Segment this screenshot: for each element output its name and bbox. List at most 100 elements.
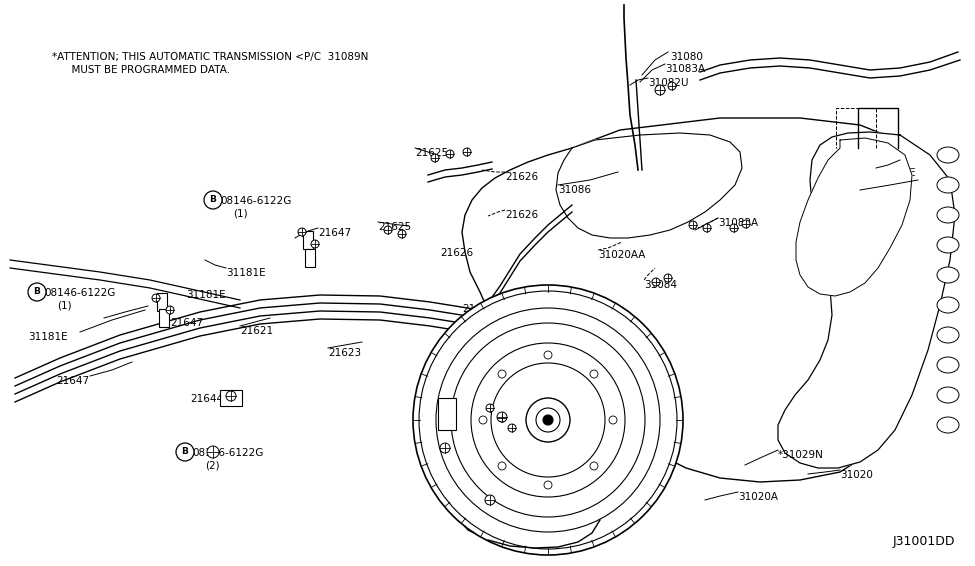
Ellipse shape: [937, 387, 959, 403]
Text: B: B: [33, 288, 40, 297]
Circle shape: [590, 462, 598, 470]
Circle shape: [226, 391, 236, 401]
Text: 31086: 31086: [558, 185, 591, 195]
Circle shape: [451, 323, 645, 517]
Circle shape: [655, 85, 665, 95]
Text: 21623: 21623: [328, 348, 361, 358]
Circle shape: [28, 283, 46, 301]
Text: SEC.233: SEC.233: [432, 388, 476, 398]
Ellipse shape: [419, 291, 677, 549]
Circle shape: [176, 443, 194, 461]
Circle shape: [544, 481, 552, 489]
Text: 21647: 21647: [170, 318, 203, 328]
Polygon shape: [796, 138, 912, 296]
Text: (2): (2): [205, 460, 219, 470]
Text: 31020: 31020: [840, 470, 873, 480]
Circle shape: [436, 308, 660, 532]
Circle shape: [431, 154, 439, 162]
Circle shape: [384, 226, 392, 234]
Text: B: B: [210, 195, 216, 204]
Circle shape: [652, 278, 660, 286]
Text: 08146-6122G: 08146-6122G: [44, 288, 115, 298]
Text: 31009: 31009: [467, 490, 500, 500]
Circle shape: [479, 416, 487, 424]
Circle shape: [742, 220, 750, 228]
Polygon shape: [556, 133, 742, 238]
Text: 21647: 21647: [318, 228, 351, 238]
Circle shape: [446, 150, 454, 158]
Circle shape: [668, 82, 676, 90]
Circle shape: [609, 416, 617, 424]
Circle shape: [491, 363, 605, 477]
Circle shape: [544, 351, 552, 359]
Circle shape: [543, 415, 553, 425]
Text: 21626: 21626: [462, 304, 495, 314]
Text: 21625: 21625: [378, 222, 411, 232]
Bar: [303, 231, 313, 249]
Text: 3109BZ: 3109BZ: [860, 190, 901, 200]
Ellipse shape: [937, 147, 959, 163]
Text: J31001DD: J31001DD: [892, 535, 955, 548]
Circle shape: [497, 412, 507, 422]
Text: 31181E: 31181E: [186, 290, 225, 300]
Text: 31084: 31084: [644, 280, 677, 290]
Ellipse shape: [937, 357, 959, 373]
Ellipse shape: [937, 417, 959, 433]
Ellipse shape: [413, 285, 683, 555]
Text: 21621: 21621: [240, 326, 273, 336]
Bar: [159, 309, 169, 327]
Text: (1): (1): [233, 208, 248, 218]
Text: 31083A: 31083A: [718, 218, 759, 228]
Text: 21626: 21626: [505, 172, 538, 182]
Text: 21626: 21626: [440, 248, 473, 258]
Ellipse shape: [937, 177, 959, 193]
Circle shape: [207, 446, 219, 458]
Circle shape: [508, 424, 516, 432]
Circle shape: [486, 404, 494, 412]
Polygon shape: [778, 132, 955, 468]
Bar: [305, 249, 315, 267]
Circle shape: [485, 495, 495, 505]
Circle shape: [471, 343, 625, 497]
Circle shape: [166, 306, 174, 314]
Circle shape: [204, 191, 222, 209]
Text: 31082E: 31082E: [876, 168, 916, 178]
Polygon shape: [448, 118, 945, 540]
Bar: [220, 390, 242, 406]
Text: (1): (1): [57, 300, 71, 310]
Text: B: B: [181, 448, 188, 457]
Text: 31083A: 31083A: [665, 64, 705, 74]
Text: *ATTENTION; THIS AUTOMATIC TRANSMISSION <P/C  31089N: *ATTENTION; THIS AUTOMATIC TRANSMISSION …: [52, 52, 369, 62]
Text: 31181E: 31181E: [28, 332, 67, 342]
Text: 08146-6122G: 08146-6122G: [192, 448, 263, 458]
Ellipse shape: [937, 297, 959, 313]
Circle shape: [311, 240, 319, 248]
Ellipse shape: [937, 237, 959, 253]
Circle shape: [440, 443, 450, 453]
Circle shape: [689, 221, 697, 229]
Text: 21647: 21647: [56, 376, 89, 386]
Text: 21626: 21626: [505, 210, 538, 220]
Circle shape: [498, 414, 506, 422]
Text: *31029N: *31029N: [778, 450, 824, 460]
Text: 08146-6122G: 08146-6122G: [220, 196, 292, 206]
Circle shape: [703, 224, 711, 232]
Circle shape: [526, 398, 570, 442]
Circle shape: [398, 230, 406, 238]
Circle shape: [590, 370, 598, 378]
Text: MUST BE PROGRAMMED DATA.: MUST BE PROGRAMMED DATA.: [52, 65, 230, 75]
Text: 21644+B: 21644+B: [190, 394, 239, 404]
Ellipse shape: [937, 267, 959, 283]
Text: 31020A: 31020A: [738, 492, 778, 502]
Text: 31080: 31080: [670, 52, 703, 62]
Circle shape: [664, 274, 672, 282]
Text: 31181E: 31181E: [226, 268, 265, 278]
Circle shape: [152, 294, 160, 302]
Circle shape: [498, 462, 506, 470]
Circle shape: [498, 370, 506, 378]
Text: 31082U: 31082U: [648, 78, 688, 88]
Circle shape: [730, 224, 738, 232]
Bar: [438, 398, 456, 430]
Ellipse shape: [937, 207, 959, 223]
Circle shape: [536, 408, 560, 432]
